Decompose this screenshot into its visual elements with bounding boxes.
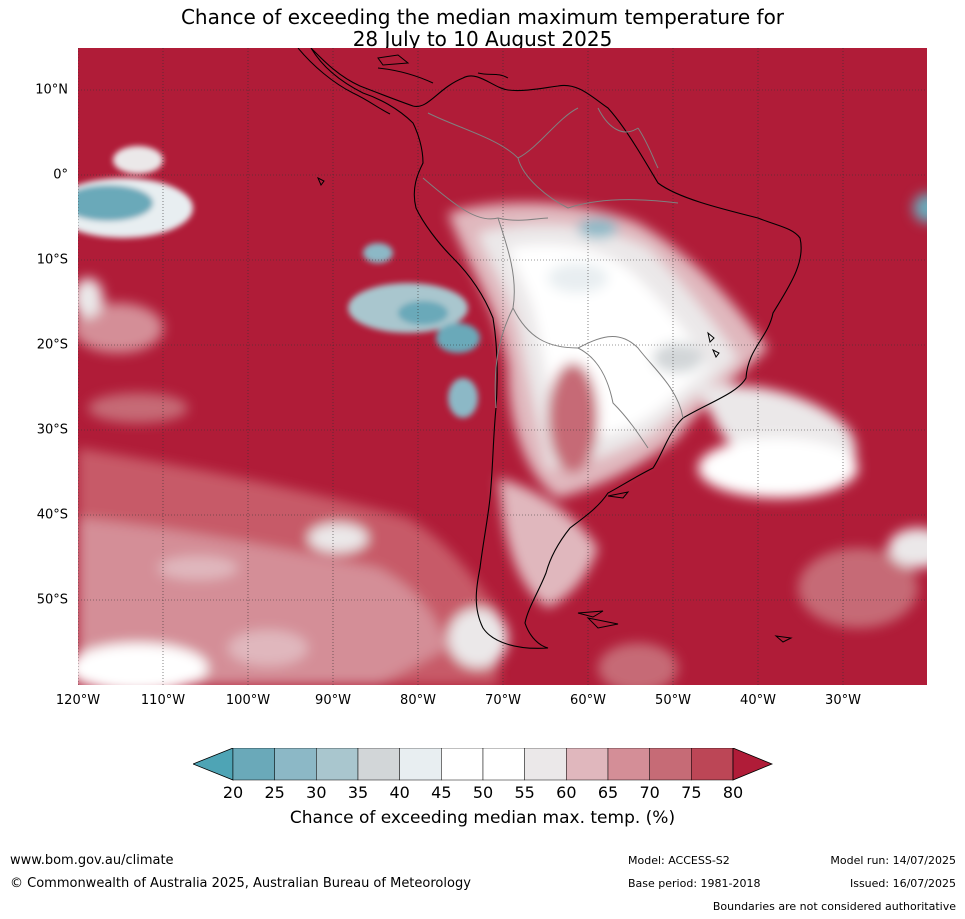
lon-label-100w: 100°W <box>225 693 271 708</box>
colorbar-cell <box>232 748 275 781</box>
probability-field-continent <box>448 193 927 608</box>
lat-label-40s: 40°S <box>36 507 68 523</box>
colorbar-tick-label: 30 <box>306 783 327 802</box>
colorbar-cell <box>357 748 400 781</box>
probability-field-pacific <box>78 146 480 418</box>
islands <box>317 54 793 643</box>
lon-label-30w: 30°W <box>825 693 861 708</box>
colorbar-cell <box>316 748 359 781</box>
south-america-coastline <box>310 48 802 649</box>
colorbar-tick-label: 65 <box>597 783 619 802</box>
central-america-coastline <box>297 48 509 115</box>
map-title-line2: 28 July to 10 August 2025 <box>352 27 613 51</box>
colorbar-cell <box>441 748 484 781</box>
disclaimer-text: Boundaries are not considered authoritat… <box>712 900 956 913</box>
colorbar-cell <box>691 748 734 781</box>
colorbar-label: Chance of exceeding median max. temp. (%… <box>289 808 676 828</box>
colorbar-tick-label: 50 <box>472 783 494 802</box>
colorbar-cell <box>566 748 609 781</box>
lat-label-10s: 10°S <box>36 252 68 268</box>
lat-label-20s: 20°S <box>36 337 68 353</box>
colorbar-tick-label: 80 <box>722 783 744 802</box>
colorbar <box>193 748 773 781</box>
colorbar-tick-label: 55 <box>514 783 535 802</box>
map-title-line1: Chance of exceeding the median maximum t… <box>180 5 785 29</box>
model-text: Model: ACCESS-S2 <box>628 854 730 867</box>
colorbar-high-extend <box>732 748 773 781</box>
lon-label-50w: 50°W <box>655 693 691 708</box>
colorbar-tick-label: 20 <box>222 783 244 802</box>
lat-label-10n: 10°N <box>35 82 68 98</box>
colorbar-tick-label: 40 <box>389 783 410 802</box>
colorbar-tick-label: 25 <box>264 783 285 802</box>
colorbar-tick-label: 60 <box>556 783 577 802</box>
colorbar-tick-label: 70 <box>639 783 660 802</box>
colorbar-cell <box>482 748 525 781</box>
forecast-map <box>78 48 927 685</box>
colorbar-cell <box>274 748 317 781</box>
graticule <box>78 48 927 685</box>
map-canvas <box>78 48 927 685</box>
colorbar-cell <box>399 748 442 781</box>
lon-label-40w: 40°W <box>740 693 776 708</box>
colorbar-cell <box>649 748 692 781</box>
lon-label-90w: 90°W <box>315 693 351 708</box>
country-borders <box>422 107 684 449</box>
colorbar-low-extend <box>193 748 234 781</box>
lon-label-120w: 120°W <box>55 693 101 708</box>
colorbar-tick-label: 45 <box>431 783 452 802</box>
probability-field-southern-band <box>78 278 927 685</box>
lon-label-60w: 60°W <box>570 693 606 708</box>
model-run-text: Model run: 14/07/2025 <box>830 854 956 867</box>
lat-label-50s: 50°S <box>36 592 68 608</box>
colorbar-cell <box>607 748 650 781</box>
colorbar-cell <box>524 748 567 781</box>
base-period-text: Base period: 1981-2018 <box>628 877 761 890</box>
lat-label-0: 0° <box>53 167 68 183</box>
lon-label-80w: 80°W <box>400 693 436 708</box>
copyright-text: © Commonwealth of Australia 2025, Austra… <box>10 876 471 891</box>
colorbar-tick-label: 75 <box>681 783 702 802</box>
lon-label-110w: 110°W <box>140 693 186 708</box>
colorbar-tick-label: 35 <box>347 783 369 802</box>
lat-label-30s: 30°S <box>36 422 68 438</box>
website-link[interactable]: www.bom.gov.au/climate <box>10 853 174 868</box>
issued-text: Issued: 16/07/2025 <box>849 877 956 890</box>
lon-label-70w: 70°W <box>485 693 521 708</box>
